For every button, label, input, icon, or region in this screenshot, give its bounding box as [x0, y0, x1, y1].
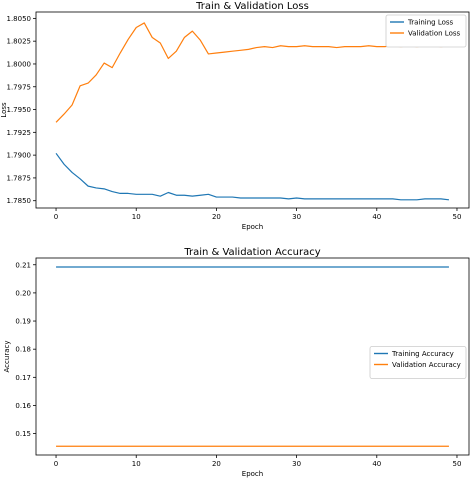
accuracy-chart: Train & Validation Accuracy 0 10 20 30 40 50 0.…	[3, 247, 470, 478]
loss-chart-title: Train & Validation Loss	[195, 1, 309, 12]
accuracy-y-tick-label: 0.21	[15, 261, 31, 269]
accuracy-x-tick-label: 0	[54, 460, 58, 468]
accuracy-x-tick-label: 40	[372, 460, 381, 468]
loss-series-line-validation	[55, 22, 450, 123]
accuracy-x-tick-label: 30	[292, 460, 301, 468]
accuracy-y-tick-label: 0.19	[15, 318, 31, 326]
loss-y-tick-label: 1.7950	[7, 106, 32, 114]
accuracy-y-tick-label: 0.20	[15, 289, 31, 297]
loss-x-tick-label: 10	[132, 213, 141, 221]
accuracy-chart-title: Train & Validation Accuracy	[183, 247, 320, 258]
loss-legend-label: Training Loss	[407, 19, 454, 27]
loss-x-tick-label: 20	[212, 213, 221, 221]
loss-legend-label: Validation Loss	[408, 30, 460, 38]
loss-y-tick-label: 1.7850	[7, 197, 32, 205]
accuracy-y-tick-label: 0.18	[15, 346, 31, 354]
loss-y-tick-label: 1.7925	[7, 129, 32, 137]
loss-y-tick-label: 1.8050	[7, 15, 32, 23]
accuracy-y-tick-label: 0.15	[15, 430, 31, 438]
loss-axes-frame	[35, 11, 470, 209]
accuracy-legend-box	[369, 346, 467, 379]
loss-y-tick-label: 1.8025	[7, 38, 32, 46]
accuracy-y-tick-label: 0.17	[15, 374, 31, 382]
loss-y-tick-label: 1.7900	[7, 152, 32, 160]
accuracy-legend-label: Training Accuracy	[391, 350, 454, 358]
accuracy-x-tick-label: 10	[132, 460, 141, 468]
accuracy-x-tick-label: 50	[453, 460, 462, 468]
loss-x-tick-label: 0	[54, 213, 58, 221]
accuracy-x-tick-label: 20	[212, 460, 221, 468]
loss-y-axis-label: Loss	[0, 102, 8, 118]
accuracy-legend: Training Accuracy Validation Accuracy	[369, 346, 467, 379]
accuracy-y-axis-label: Accuracy	[3, 341, 11, 373]
accuracy-legend-label: Validation Accuracy	[392, 361, 461, 369]
loss-y-tick-label: 1.7875	[7, 174, 32, 182]
loss-series-line-training	[55, 152, 450, 201]
loss-chart: Train & Validation Loss 0 10 20 30 40 50 1.7850…	[0, 1, 470, 231]
loss-x-tick-label: 50	[453, 213, 462, 221]
loss-legend-box	[385, 14, 467, 48]
loss-y-tick-label: 1.7975	[7, 83, 32, 91]
accuracy-x-axis-label: Epoch	[242, 470, 263, 478]
accuracy-y-tick-label: 0.16	[15, 402, 31, 410]
loss-x-tick-label: 40	[372, 213, 381, 221]
loss-legend: Training Loss Validation Loss	[385, 14, 467, 48]
loss-x-tick-label: 30	[292, 213, 301, 221]
loss-y-tick-label: 1.8000	[7, 60, 32, 68]
loss-x-axis-label: Epoch	[242, 223, 263, 231]
accuracy-axes-frame	[35, 257, 470, 456]
